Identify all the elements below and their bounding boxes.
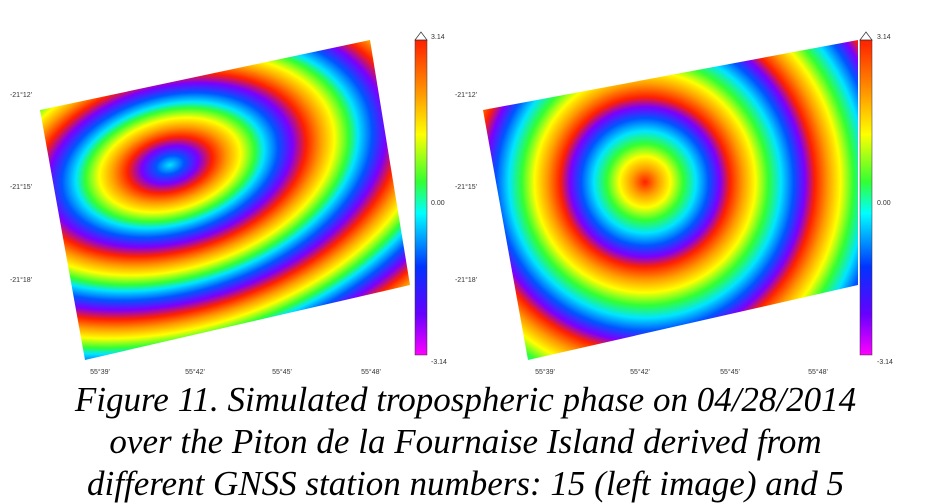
colorbar bbox=[859, 39, 873, 356]
phase-map bbox=[40, 40, 410, 360]
colorbar-label: 0.00 bbox=[431, 200, 445, 207]
x-axis-label: 55°42' bbox=[185, 368, 205, 376]
x-axis-label: 55°39' bbox=[535, 368, 555, 376]
phase-map bbox=[483, 40, 858, 360]
colorbar-label: 3.14 bbox=[877, 34, 891, 41]
y-axis-label: -21°15' bbox=[10, 183, 32, 191]
caption-line: different GNSS station numbers: 15 (left… bbox=[87, 464, 844, 503]
colorbar-arrow bbox=[414, 31, 428, 41]
x-axis-label: 55°45' bbox=[272, 368, 292, 376]
y-axis-label: -21°12' bbox=[455, 91, 477, 99]
y-axis-label: -21°18' bbox=[455, 276, 477, 284]
x-axis-label: 55°48' bbox=[808, 368, 828, 376]
colorbar-label: -3.14 bbox=[431, 359, 447, 366]
y-axis-label: -21°12' bbox=[10, 91, 32, 99]
y-axis-label: -21°18' bbox=[10, 276, 32, 284]
x-axis-label: 55°39' bbox=[90, 368, 110, 376]
colorbar-label: 0.00 bbox=[877, 200, 891, 207]
x-axis-label: 55°42' bbox=[630, 368, 650, 376]
caption-line: Figure 11. Simulated tropospheric phase … bbox=[74, 380, 857, 419]
colorbar bbox=[414, 39, 428, 356]
colorbar-arrow bbox=[859, 31, 873, 41]
x-axis-label: 55°45' bbox=[720, 368, 740, 376]
colorbar-label: -3.14 bbox=[877, 359, 893, 366]
colorbar-label: 3.14 bbox=[431, 34, 445, 41]
figure: -21°12' -21°15' -21°18' 55°39' 55°42' 55°45' 5… bbox=[10, 31, 893, 376]
caption-line: over the Piton de la Fournaise Island de… bbox=[109, 422, 822, 461]
x-axis-label: 55°48' bbox=[361, 368, 381, 376]
y-axis-label: -21°15' bbox=[455, 183, 477, 191]
